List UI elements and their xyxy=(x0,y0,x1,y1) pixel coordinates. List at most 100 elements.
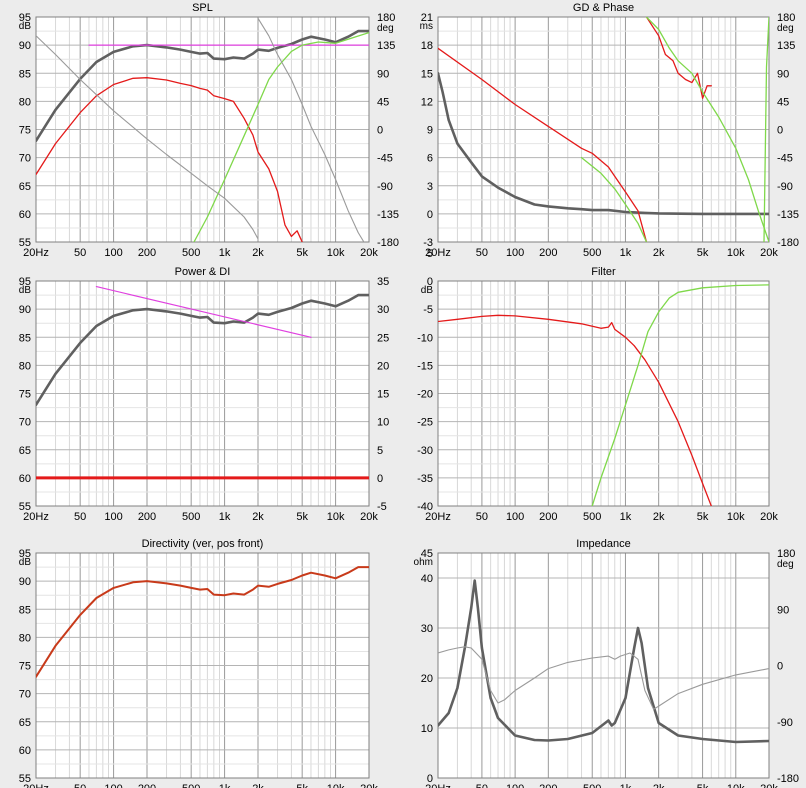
series-line-1 xyxy=(438,72,769,216)
y-tick-label: 70 xyxy=(19,417,31,429)
x-tick-label: 50 xyxy=(476,511,488,523)
x-tick-label: 10k xyxy=(727,783,745,788)
x-tick-label: 100 xyxy=(506,247,524,259)
y2-tick-label: -135 xyxy=(777,209,799,221)
y-tick-label: 95 xyxy=(19,548,31,560)
series-line-1 xyxy=(36,566,369,678)
y2-tick-label: 0 xyxy=(777,661,783,673)
x-tick-label: 500 xyxy=(182,511,200,523)
y-tick-label: 6 xyxy=(427,153,433,165)
x-tick-label: 20Hz xyxy=(425,511,451,523)
series-group xyxy=(36,566,369,678)
series-line-1 xyxy=(36,293,369,407)
y-tick-label: 18 xyxy=(421,40,433,52)
y2-tick-label: 0 xyxy=(377,125,383,137)
x-tick-label: 5k xyxy=(296,511,308,523)
y-unit-label: dB xyxy=(19,557,32,568)
series-group xyxy=(36,17,369,242)
y2-tick-label: 45 xyxy=(777,96,789,108)
y-tick-label: 55 xyxy=(19,501,31,513)
y-tick-label: 90 xyxy=(19,304,31,316)
y-tick-label: 60 xyxy=(19,209,31,221)
x-tick-label: 20k xyxy=(760,511,778,523)
y2-tick-label: -5 xyxy=(377,501,387,513)
y-tick-label: 0 xyxy=(427,773,433,785)
y-tick-label: 55 xyxy=(19,773,31,785)
y2-tick-label: -180 xyxy=(377,237,399,249)
chart-panel-2: 211815129630-318013590450-45-90-135-1802… xyxy=(420,2,799,259)
plot-frame xyxy=(35,16,370,243)
series-group xyxy=(438,17,769,242)
y-tick-label: 65 xyxy=(19,717,31,729)
x-tick-label: 50 xyxy=(476,247,488,259)
y2-tick-label: -45 xyxy=(777,153,793,165)
y2-tick-label: 10 xyxy=(377,417,389,429)
x-tick-label: 10k xyxy=(327,247,345,259)
x-tick-label: 20k xyxy=(360,247,378,259)
x-tick-label: 20Hz xyxy=(425,783,451,788)
y-tick-label: 95 xyxy=(19,276,31,288)
y-tick-label: 15 xyxy=(421,68,433,80)
x-tick-label: 2k xyxy=(653,783,665,788)
y-unit-label: dB xyxy=(19,21,32,32)
x-tick-label: 2k xyxy=(653,247,665,259)
plot-frame xyxy=(437,552,770,779)
x-tick-label: 100 xyxy=(506,783,524,788)
x-tick-label: 50 xyxy=(74,783,86,788)
x-tick-label: 5k xyxy=(697,783,709,788)
y2-tick-label: -90 xyxy=(377,181,393,193)
series-line-1 xyxy=(36,29,369,143)
x-tick-label: 1k xyxy=(620,247,632,259)
x-tick-label: 2k xyxy=(653,511,665,523)
y2-tick-label: 0 xyxy=(377,473,383,485)
y-tick-label: 30 xyxy=(421,623,433,635)
y2-tick-label: 45 xyxy=(377,96,389,108)
x-tick-label: 200 xyxy=(539,511,557,523)
chart-title: Filter xyxy=(591,266,616,278)
y-tick-label: 80 xyxy=(19,360,31,372)
plot-area xyxy=(438,553,769,778)
y-tick-label: 3 xyxy=(427,181,433,193)
y2-tick-label: -90 xyxy=(777,717,793,729)
y2-tick-label: 180 xyxy=(377,12,395,24)
y2-tick-label: -180 xyxy=(777,237,799,249)
y2-tick-label: 30 xyxy=(377,304,389,316)
y-tick-label: -40 xyxy=(417,501,433,513)
y-tick-label: 65 xyxy=(19,181,31,193)
y2-tick-label: 90 xyxy=(377,68,389,80)
x-tick-label: 20k xyxy=(360,511,378,523)
y-unit-label: ms xyxy=(420,21,433,32)
series-line-4 xyxy=(193,31,369,242)
y-tick-label: 80 xyxy=(19,96,31,108)
y-tick-label: 85 xyxy=(19,332,31,344)
x-tick-label: 1k xyxy=(620,511,632,523)
plot-frame xyxy=(437,280,770,507)
series-line-6 xyxy=(763,17,769,242)
y-tick-label: -25 xyxy=(417,417,433,429)
x-tick-label: 500 xyxy=(182,783,200,788)
y-tick-label: -5 xyxy=(423,304,433,316)
y-tick-label: -15 xyxy=(417,360,433,372)
x-tick-label: 10k xyxy=(327,511,345,523)
x-tick-label: 500 xyxy=(583,783,601,788)
y2-unit-label: deg xyxy=(777,559,794,570)
x-tick-label: 500 xyxy=(583,247,601,259)
y-tick-label: 70 xyxy=(19,689,31,701)
y2-tick-label: -135 xyxy=(377,209,399,221)
y-tick-label: 20 xyxy=(421,673,433,685)
y2-tick-label: 90 xyxy=(777,68,789,80)
x-tick-label: 10k xyxy=(327,783,345,788)
x-tick-label: 50 xyxy=(74,247,86,259)
series-group xyxy=(438,284,769,506)
series-line-2 xyxy=(95,286,312,338)
x-tick-label: 20Hz xyxy=(23,511,49,523)
y-tick-label: 0 xyxy=(427,276,433,288)
y2-tick-label: 5 xyxy=(377,445,383,457)
x-tick-label: 2k xyxy=(252,783,264,788)
plot-frame xyxy=(35,552,370,779)
plot-frame xyxy=(35,280,370,507)
y-tick-label: 10 xyxy=(421,723,433,735)
x-tick-label: 20Hz xyxy=(23,783,49,788)
